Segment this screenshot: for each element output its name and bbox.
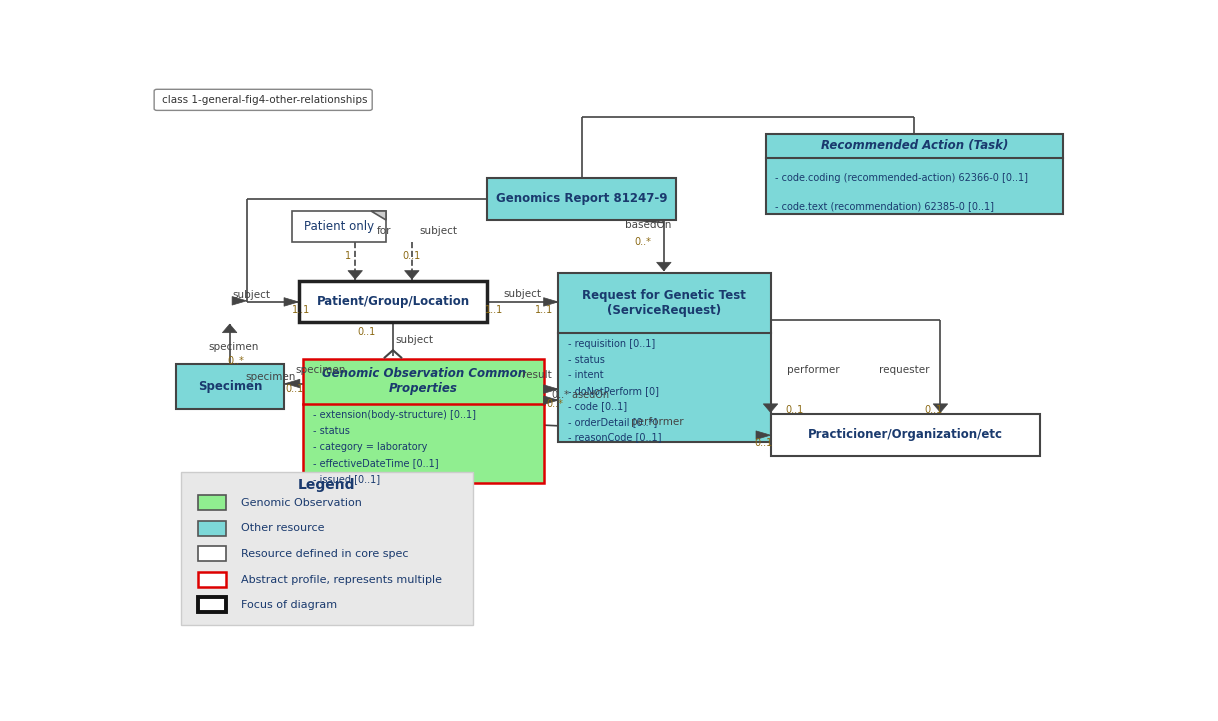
Text: - effectiveDateTime [0..1]: - effectiveDateTime [0..1]: [313, 458, 438, 468]
Bar: [197, 572, 225, 587]
Text: basedOn: basedOn: [625, 221, 671, 230]
Text: - intent: - intent: [568, 371, 603, 380]
Polygon shape: [756, 431, 771, 439]
Bar: [180, 472, 473, 625]
Text: Resource defined in core spec: Resource defined in core spec: [241, 549, 408, 559]
Text: requester: requester: [879, 365, 929, 375]
Text: - requisition [0..1]: - requisition [0..1]: [568, 340, 655, 349]
Text: 1..1: 1..1: [292, 305, 311, 315]
Text: Specimen: Specimen: [199, 380, 262, 393]
Bar: [197, 521, 225, 536]
Text: 0..1: 0..1: [924, 404, 943, 415]
Text: - reasonCode [0..1]: - reasonCode [0..1]: [568, 432, 661, 442]
Text: - issued [0..1]: - issued [0..1]: [313, 474, 380, 484]
Polygon shape: [543, 298, 558, 306]
Polygon shape: [543, 396, 558, 404]
Text: Legend: Legend: [298, 477, 356, 492]
Text: 0..1: 0..1: [358, 327, 376, 337]
Text: Focus of diagram: Focus of diagram: [241, 600, 337, 610]
Text: Other resource: Other resource: [241, 523, 324, 534]
Text: - category = laboratory: - category = laboratory: [313, 442, 428, 451]
Polygon shape: [284, 298, 298, 306]
Text: 1..1: 1..1: [535, 305, 553, 314]
Polygon shape: [933, 404, 948, 412]
Text: - code.coding (recommended-action) 62366-0 [0..1]: - code.coding (recommended-action) 62366…: [776, 172, 1028, 182]
Text: specimen: specimen: [209, 342, 259, 353]
Text: 0..*: 0..*: [547, 399, 564, 409]
Text: specimen: specimen: [245, 372, 296, 382]
Bar: [771, 414, 1040, 456]
Text: Genomic Observation: Genomic Observation: [241, 498, 362, 508]
Bar: [766, 133, 1063, 214]
Polygon shape: [285, 379, 300, 388]
Text: subject: subject: [396, 335, 434, 345]
Text: 1: 1: [345, 251, 351, 261]
Text: 0..* asedOn: 0..* asedOn: [552, 389, 609, 399]
Text: - status: - status: [313, 425, 350, 435]
Polygon shape: [543, 385, 558, 394]
Polygon shape: [764, 404, 778, 412]
Text: subject: subject: [419, 226, 457, 236]
Bar: [487, 178, 676, 220]
Bar: [303, 358, 544, 484]
Text: 0..*: 0..*: [635, 237, 652, 247]
Text: performer: performer: [787, 365, 839, 375]
Text: 0..1: 0..1: [786, 404, 803, 415]
Text: Patient/Group/Location: Patient/Group/Location: [317, 295, 469, 308]
Bar: [292, 211, 386, 242]
Text: - doNotPerform [0]: - doNotPerform [0]: [568, 386, 659, 396]
Bar: [197, 597, 225, 612]
Text: class 1-general-fig4-other-relationships: class 1-general-fig4-other-relationships: [162, 95, 367, 105]
Text: subject: subject: [503, 288, 541, 298]
Bar: [197, 495, 225, 510]
Text: Recommended Action (Task): Recommended Action (Task): [821, 139, 1009, 152]
Text: 0..1: 0..1: [755, 438, 773, 448]
FancyBboxPatch shape: [155, 89, 373, 110]
Text: Genomics Report 81247-9: Genomics Report 81247-9: [496, 193, 667, 205]
Text: - extension(body-structure) [0..1]: - extension(body-structure) [0..1]: [313, 410, 476, 420]
Text: - code [0..1]: - code [0..1]: [568, 401, 627, 411]
Text: Patient only: Patient only: [304, 220, 374, 233]
Polygon shape: [404, 270, 419, 279]
Text: result: result: [521, 370, 552, 380]
Text: 0..1: 0..1: [403, 251, 421, 261]
Text: subject: subject: [233, 290, 270, 300]
Text: Practicioner/Organization/etc: Practicioner/Organization/etc: [808, 428, 1002, 441]
Text: specimen: specimen: [296, 365, 346, 375]
Text: - orderDetail [0..*]: - orderDetail [0..*]: [568, 417, 657, 427]
Bar: [175, 364, 285, 409]
Polygon shape: [233, 296, 246, 305]
Bar: [298, 280, 487, 322]
Polygon shape: [223, 324, 238, 332]
Text: Abstract profile, represents multiple: Abstract profile, represents multiple: [241, 575, 442, 585]
Text: 0..*: 0..*: [227, 356, 244, 366]
Bar: [197, 547, 225, 561]
Text: performer: performer: [631, 417, 683, 428]
Text: Request for Genetic Test
(ServiceRequest): Request for Genetic Test (ServiceRequest…: [582, 289, 747, 317]
Text: - status: - status: [568, 355, 604, 365]
Polygon shape: [348, 270, 363, 279]
Text: Genomic Observation Common
Properties: Genomic Observation Common Properties: [322, 367, 526, 395]
Text: 0..1: 0..1: [285, 384, 303, 394]
Polygon shape: [371, 211, 386, 221]
Text: 1..1: 1..1: [485, 305, 503, 314]
Polygon shape: [657, 262, 671, 271]
Bar: [558, 273, 771, 442]
Text: - code.text (recommendation) 62385-0 [0..1]: - code.text (recommendation) 62385-0 [0.…: [776, 200, 994, 211]
Text: for: for: [376, 226, 391, 236]
